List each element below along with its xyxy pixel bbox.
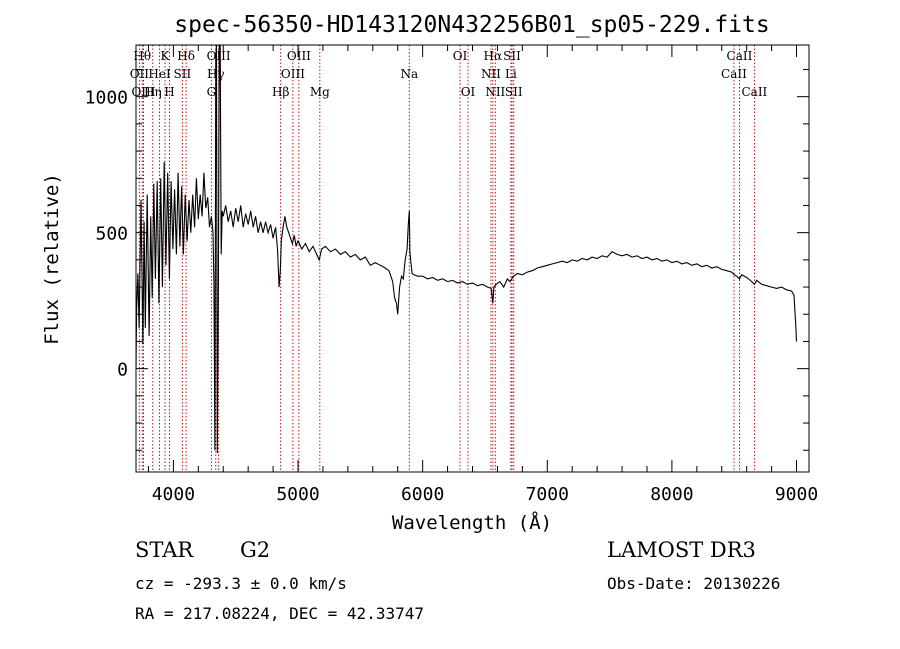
x-tick-label: 4000 xyxy=(152,484,195,505)
reference-line-label: H xyxy=(164,85,174,99)
reference-line-label: CaII xyxy=(727,49,753,63)
subclass: G2 xyxy=(240,538,271,562)
reference-line-label: Hθ xyxy=(133,49,151,63)
reference-line-label: OIII xyxy=(131,85,155,99)
reference-line-label: NII xyxy=(485,85,505,99)
reference-line-label: SII xyxy=(503,49,521,63)
coordinates: RA = 217.08224, DEC = 42.33747 xyxy=(135,604,424,623)
reference-lines xyxy=(138,45,755,472)
reference-line-label: OIII xyxy=(287,49,311,63)
x-axis-label: Wavelength (Å) xyxy=(392,511,552,534)
y-tick-label: 0 xyxy=(117,360,128,381)
reference-line-label: OI xyxy=(453,49,468,63)
object-class: STAR xyxy=(135,538,194,562)
reference-line-label: Mg xyxy=(310,85,330,99)
reference-line-label: K xyxy=(161,49,171,63)
x-tick-label: 9000 xyxy=(775,484,818,505)
survey-name: LAMOST DR3 xyxy=(607,538,756,562)
x-tick-label: 6000 xyxy=(401,484,444,505)
x-tick-label: 7000 xyxy=(526,484,569,505)
reference-line-label: Li xyxy=(505,67,517,81)
y-axis-label: Flux (relative) xyxy=(41,173,63,345)
reference-line-label: Hα xyxy=(484,49,503,63)
axis-ticks: 4000 5000 6000 7000 8000 9000 0 500 1000 xyxy=(85,45,818,505)
reference-line-label: CaII xyxy=(721,67,747,81)
reference-line-label: SII xyxy=(505,85,523,99)
reference-line-label: OII xyxy=(130,67,150,81)
reference-line-label: CaII xyxy=(741,85,767,99)
chart-title: spec-56350-HD143120N432256B01_sp05-229.f… xyxy=(174,12,769,38)
reference-line-label: Na xyxy=(400,67,418,81)
reference-line-labels: OIIHθOIIIHηHeIKSIIHHδGOIIIHγHβOIIIOIIIMg… xyxy=(130,49,768,99)
reference-line-label: HeI xyxy=(148,67,171,81)
x-tick-label: 8000 xyxy=(650,484,693,505)
reference-line-label: SII xyxy=(174,67,192,81)
y-tick-label: 500 xyxy=(95,224,128,245)
reference-line-label: Hδ xyxy=(177,49,195,63)
spectrum-line xyxy=(135,44,798,454)
redshift-text: cz = -293.3 ± 0.0 km/s xyxy=(135,574,347,593)
reference-line-label: Hη xyxy=(144,85,162,99)
reference-line-label: OIII xyxy=(281,67,305,81)
x-tick-label: 5000 xyxy=(276,484,319,505)
plot-frame xyxy=(135,44,810,473)
obs-date: Obs-Date: 20130226 xyxy=(607,574,781,593)
reference-line-label: NII xyxy=(481,67,501,81)
reference-line-label: Hβ xyxy=(272,85,289,99)
reference-line-label: G xyxy=(207,85,217,99)
y-tick-label: 1000 xyxy=(85,88,128,109)
reference-line-label: OI xyxy=(461,85,476,99)
